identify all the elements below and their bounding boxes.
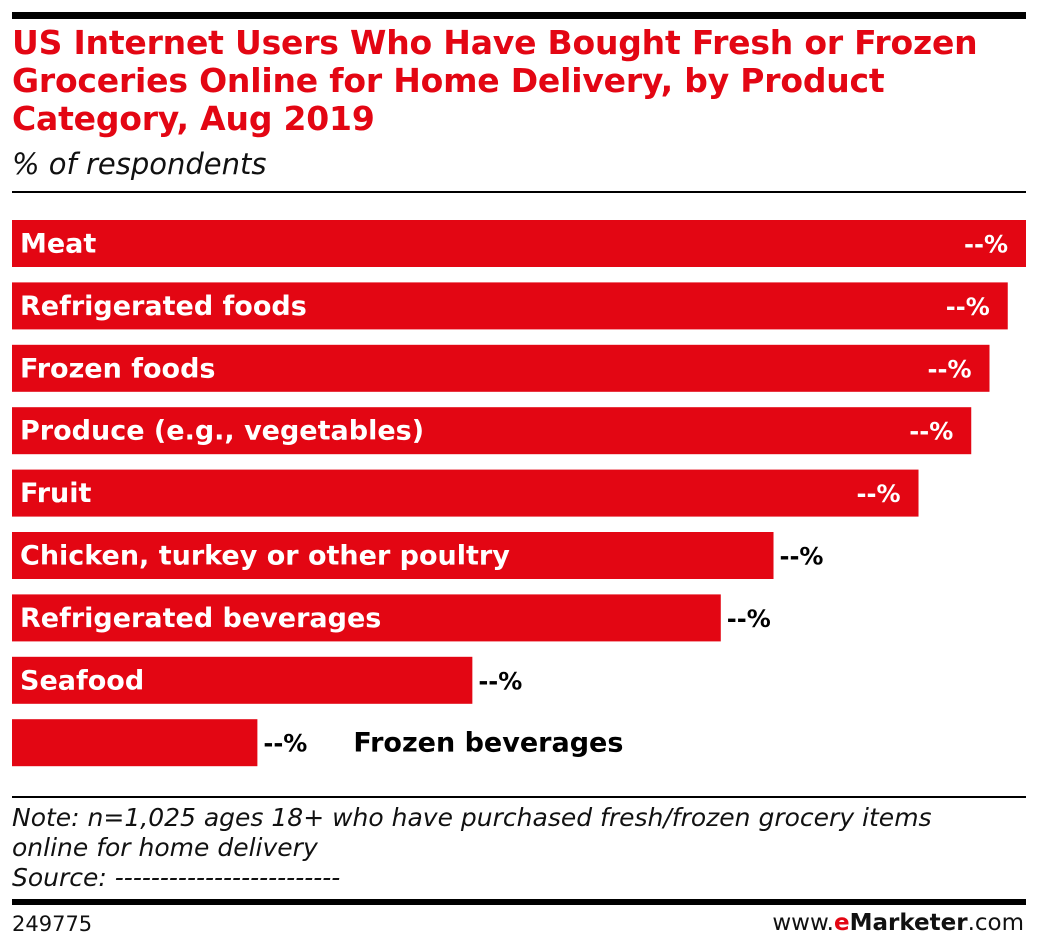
title-divider xyxy=(12,191,1026,193)
chart-subtitle: % of respondents xyxy=(12,147,267,181)
note-divider xyxy=(12,796,1026,798)
bar-5 xyxy=(12,532,774,579)
chart-id: 249775 xyxy=(12,912,93,936)
bar-3 xyxy=(12,407,972,455)
bar-value-label: --% xyxy=(964,231,1008,259)
bar-category-label: Meat xyxy=(20,229,96,260)
bar-value-label: --% xyxy=(928,355,972,383)
bar-category-label: Produce (e.g., vegetables) xyxy=(20,416,424,447)
top-rule xyxy=(12,12,1026,19)
chart-note: Note: n=1,025 ages 18+ who have purchase… xyxy=(12,803,1022,893)
bar-value-label: --% xyxy=(909,418,953,446)
chart-title: US Internet Users Who Have Bought Fresh … xyxy=(12,23,978,138)
bottom-rule xyxy=(12,899,1026,905)
bar-0 xyxy=(12,220,1026,267)
brand-suffix: .com xyxy=(967,910,1024,936)
bar-category-label: Seafood xyxy=(20,665,144,696)
emarketer-logo: www.eMarketer.com xyxy=(772,910,1024,936)
bar-6 xyxy=(12,594,721,642)
bar-value-label: --% xyxy=(727,605,771,633)
bar-1 xyxy=(12,282,1008,330)
bar-value-label: --% xyxy=(857,480,901,508)
source-line: Source: ------------------------- xyxy=(12,863,341,892)
bar-category-label: Fruit xyxy=(20,478,92,509)
bar-category-label: Frozen foods xyxy=(20,353,215,384)
bar-4 xyxy=(12,469,919,517)
bar-value-label: --% xyxy=(780,543,824,571)
brand-prefix: www. xyxy=(772,910,834,936)
brand-name: Marketer xyxy=(849,910,968,936)
bar-category-label: Refrigerated foods xyxy=(20,291,307,322)
bar-category-label: Frozen beverages xyxy=(353,728,623,759)
bar-8 xyxy=(12,719,258,767)
bar-7 xyxy=(12,656,473,704)
note-line-1: Note: n=1,025 ages 18+ who have purchase… xyxy=(12,803,932,832)
bar-chart: Meat --% Refrigerated foods --% Frozen foods… xyxy=(12,220,1026,767)
bar-2 xyxy=(12,344,990,392)
bar-value-label: --% xyxy=(263,730,307,758)
bar-category-label: Chicken, turkey or other poultry xyxy=(20,541,510,572)
note-line-2: online for home delivery xyxy=(12,833,318,862)
bar-value-label: --% xyxy=(478,667,522,695)
bar-value-label: --% xyxy=(946,293,990,321)
brand-e: e xyxy=(833,910,850,936)
bar-category-label: Refrigerated beverages xyxy=(20,603,381,634)
